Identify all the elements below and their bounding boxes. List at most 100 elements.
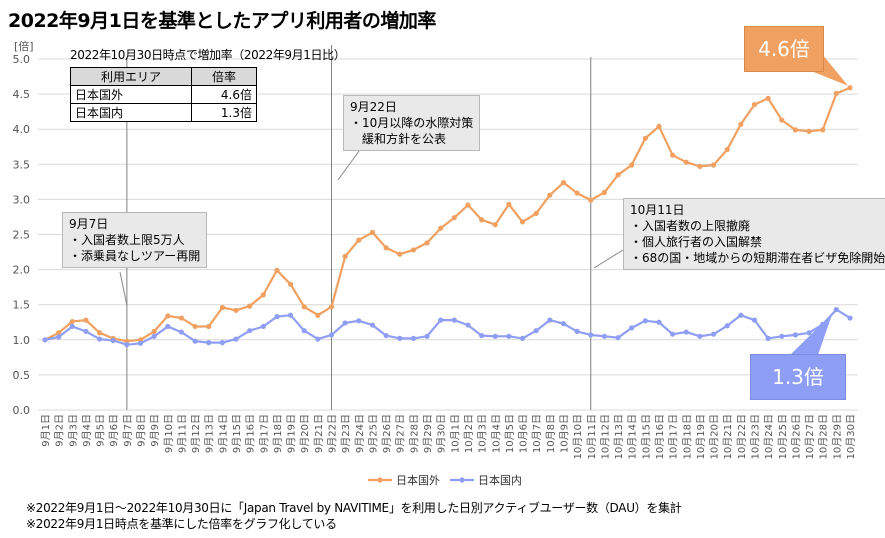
data-point (192, 323, 198, 330)
x-tick-label: 9月27日 (395, 414, 407, 453)
x-tick-label: 10月8日 (545, 414, 557, 453)
data-point (342, 253, 348, 259)
x-tick-label: 10月4日 (490, 414, 502, 453)
table-row: 日本国外 4.6倍 (70, 85, 257, 104)
x-tick-label: 10月25日 (777, 414, 789, 459)
annotation-oct11-line1: ・入国者数の上限撤廃 (630, 219, 751, 233)
data-point (165, 323, 171, 330)
summary-table-block: 2022年10月30日時点で増加率（2022年9月1日比） 利用エリア 倍率 日… (70, 46, 346, 122)
data-point (738, 312, 744, 318)
annotation-sep22-line2: 緩和方針を公表 (350, 132, 447, 146)
annotation-sep7: 9月7日 ・入国者数上限5万人 ・添乗員なしツアー再開 (62, 212, 208, 268)
data-point (833, 90, 839, 96)
data-point (56, 330, 62, 336)
data-point (438, 225, 444, 231)
y-tick-label: 3.5 (13, 158, 31, 171)
x-tick-label: 10月22日 (736, 414, 748, 459)
x-tick-label: 9月3日 (67, 414, 79, 447)
summary-table-header: 利用エリア 倍率 (70, 67, 257, 86)
x-tick-label: 10月10日 (572, 414, 584, 459)
data-point (765, 335, 771, 341)
y-tick-label: 0.5 (13, 369, 31, 382)
data-point (506, 201, 512, 207)
data-point (629, 325, 635, 331)
data-point (438, 317, 444, 323)
x-tick-label: 9月28日 (408, 414, 420, 453)
data-point (547, 317, 553, 323)
data-point (178, 329, 185, 335)
x-tick-label: 9月19日 (286, 414, 298, 453)
annotation-sep22: 9月22日 ・10月以降の水際対策 緩和方針を公表 (343, 95, 481, 151)
data-point (779, 333, 785, 339)
data-point (274, 314, 280, 320)
x-tick-label: 10月21日 (722, 414, 734, 459)
y-tick-label: 2.5 (13, 229, 31, 242)
x-tick-label: 9月26日 (381, 414, 393, 453)
data-point (724, 146, 730, 153)
x-tick-label: 10月24日 (763, 414, 775, 459)
annotation-sep22-date: 9月22日 (350, 100, 397, 114)
data-point (806, 128, 812, 134)
data-point (479, 217, 485, 223)
data-point (697, 333, 703, 339)
data-point (533, 210, 539, 217)
x-tick-label: 10月5日 (504, 414, 516, 453)
y-tick-label: 2.0 (13, 264, 31, 277)
x-tick-label: 10月2日 (463, 414, 475, 453)
data-point (383, 332, 389, 339)
x-tick-label: 10月7日 (531, 414, 543, 453)
data-point (124, 342, 130, 348)
x-tick-label: 9月29日 (422, 414, 434, 453)
data-point (533, 328, 539, 334)
data-point (42, 337, 48, 343)
y-tick-label: 3.0 (13, 193, 31, 206)
data-point (656, 123, 662, 129)
x-tick-label: 10月16日 (654, 414, 666, 459)
data-point (328, 332, 335, 338)
summary-table-caption: 2022年10月30日時点で増加率（2022年9月1日比） (70, 48, 346, 62)
data-point (710, 162, 717, 168)
data-point (192, 338, 198, 344)
x-tick-label: 9月24日 (354, 414, 366, 453)
x-tick-label: 10月28日 (818, 414, 830, 459)
data-point (219, 304, 225, 311)
data-point (301, 304, 307, 310)
callout-arrow-domestic (790, 313, 833, 355)
x-tick-label: 9月1日 (40, 414, 52, 447)
data-point (247, 328, 253, 334)
y-tick-label: 4.0 (13, 123, 31, 136)
x-tick-label: 9月25日 (367, 414, 379, 453)
data-point (397, 251, 403, 257)
data-point (424, 333, 430, 339)
data-point (397, 335, 403, 341)
data-point (806, 330, 812, 336)
data-point (656, 319, 662, 325)
data-point (233, 336, 239, 342)
x-tick-label: 9月5日 (95, 414, 107, 447)
x-tick-label: 9月2日 (54, 414, 66, 447)
data-point (642, 135, 648, 141)
footnote-2: ※2022年9月1日時点を基準にした倍率をグラフ化している (26, 517, 337, 531)
row-rate-foreign: 4.6倍 (191, 85, 257, 104)
callout-foreign-rate: 4.6倍 (744, 26, 824, 72)
data-point (547, 192, 553, 198)
x-tick-label: 10月27日 (804, 414, 816, 459)
data-point (451, 215, 457, 221)
data-point (206, 340, 212, 346)
data-point (792, 332, 799, 338)
data-point (588, 197, 594, 203)
x-tick-label: 9月21日 (313, 414, 325, 453)
data-point (233, 307, 239, 313)
x-tick-label: 10月6日 (518, 414, 530, 453)
data-point (287, 312, 294, 318)
x-tick-label: 10月29日 (831, 414, 843, 459)
annotation-leader (593, 249, 624, 269)
x-tick-label: 9月15日 (231, 414, 243, 453)
x-tick-label: 9月10日 (163, 414, 175, 453)
data-point (301, 328, 307, 334)
x-tick-label: 9月8日 (136, 414, 148, 447)
data-point (410, 335, 416, 341)
annotation-oct11-line2: ・個人旅行者の入国解禁 (630, 235, 763, 249)
legend-label-domestic: 日本国内 (478, 473, 522, 487)
